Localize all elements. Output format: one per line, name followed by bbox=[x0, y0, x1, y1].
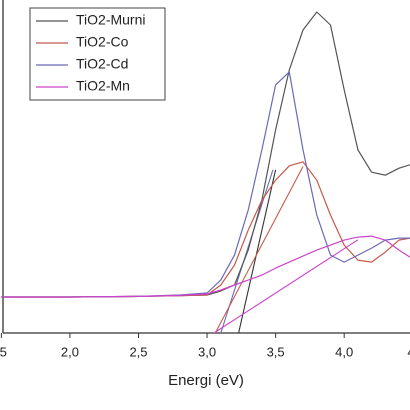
legend-label: TiO2-Murni bbox=[76, 12, 146, 28]
x-axis-label: Energi (eV) bbox=[168, 372, 244, 389]
legend-label: TiO2-Co bbox=[76, 34, 129, 50]
series-line bbox=[1, 235, 410, 298]
legend-label: TiO2-Mn bbox=[76, 78, 130, 94]
x-tick-label: 2,0 bbox=[61, 344, 79, 359]
x-tick-label: 4,0 bbox=[335, 344, 353, 359]
tangent-line bbox=[238, 169, 277, 334]
legend-label: TiO2-Cd bbox=[76, 56, 128, 72]
series-line bbox=[1, 71, 410, 298]
x-tick-label: 3,5 bbox=[267, 344, 285, 359]
x-tick-label: 2,5 bbox=[129, 344, 147, 359]
tangent-line bbox=[214, 166, 304, 334]
legend bbox=[29, 7, 166, 101]
series-line bbox=[1, 161, 410, 298]
tangent-line bbox=[213, 239, 359, 334]
x-tick-label: 3,0 bbox=[198, 344, 216, 359]
x-tick-label: ,5 bbox=[0, 344, 7, 359]
x-tick-label: 4, bbox=[407, 344, 410, 359]
